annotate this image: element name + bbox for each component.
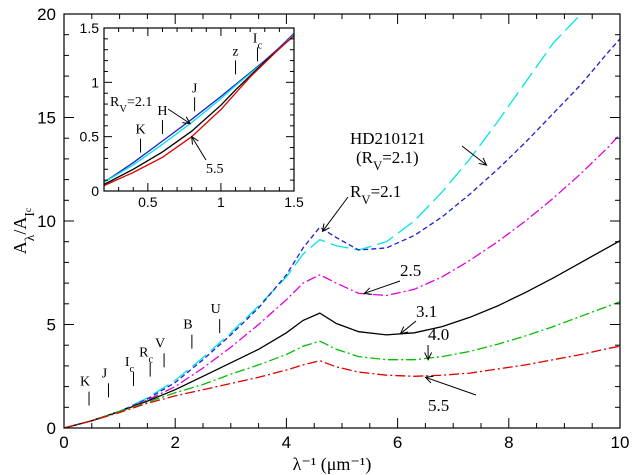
inset-band-label-K: K [135,123,145,138]
inset-x-tick-label: 0.5 [138,194,158,210]
inset-series-line-0 [104,32,294,183]
inset-band-marker-J: J [192,81,198,112]
arrow-rv55 [424,375,477,396]
inset-arrow-rv55 [191,135,207,161]
inset-annot-rv55: 5.5 [206,162,224,177]
band-marker-B: B [183,318,193,349]
inset-y-tick-label: 1.5 [80,20,100,36]
inset-band-marker-Ic: Ic [253,31,263,62]
series-line-4 [64,301,620,428]
annot-rv31: 3.1 [416,302,437,321]
band-label-K: K [80,375,90,390]
band-marker-Rc: Rc [139,346,154,377]
inset-x-tick-label: 1 [217,194,225,210]
x-tick-label: 0 [59,433,68,452]
inset-band-label-J: J [192,81,198,96]
x-tick-label: 6 [393,433,402,452]
y-tick-label: 15 [37,109,56,128]
arrow-rv25 [363,280,401,295]
inset-band-marker-z: z [232,44,239,75]
arrow-rv40 [424,344,433,361]
inset-x-tick-label: 1.5 [284,194,304,210]
band-marker-J: J [102,366,109,398]
y-tick-label: 0 [47,419,56,438]
series-line-3 [64,240,620,428]
band-marker-U: U [211,302,221,334]
y-tick-label: 10 [37,212,56,231]
band-marker-V: V [155,336,165,368]
x-axis-title: λ⁻¹ (μm⁻¹) [293,454,372,475]
band-label-B: B [183,318,192,333]
arrow-rv21 [321,196,349,233]
inset-band-label-Ic: Ic [253,31,263,51]
inset-band-marker-K: K [135,123,146,153]
inset-y-tick-label: 1 [91,74,99,90]
x-tick-label: 8 [504,433,513,452]
band-label-Rc: Rc [139,346,153,366]
series-line-5 [64,345,620,428]
inset-band-label-z: z [232,44,238,59]
arrow-rv31 [399,320,417,335]
inset-y-tick-label: 0 [91,183,99,199]
band-marker-K: K [80,375,90,406]
series-line-2 [64,133,620,428]
band-marker-Ic: Ic [125,355,135,386]
band-label-U: U [211,302,221,317]
annot-rv55: 5.5 [428,396,449,415]
inset-arrow-rv21 [167,108,192,125]
x-tick-label: 10 [611,433,630,452]
y-tick-label: 5 [47,316,56,335]
annot-rv21: RV=2.1 [350,182,401,207]
annot-hd210121-rv: (RV=2.1) [356,148,419,173]
inset-annot-rv21: RV=2.1 [110,95,152,115]
inset-y-tick-label: 0.5 [80,129,100,145]
annot-hd210121-name: HD210121 [350,129,426,148]
inset-axis-frame [103,27,295,192]
band-label-J: J [102,366,108,381]
inset-band-label-H: H [157,104,167,119]
inset-curves [104,32,294,187]
annot-rv25: 2.5 [400,261,421,280]
annot-rv40: 4.0 [428,325,449,344]
band-label-V: V [155,336,165,351]
band-label-Ic: Ic [125,355,135,375]
inset-series-line-3 [104,35,294,187]
y-axis-title: Aλ/AIc [10,207,37,254]
main-curves [64,14,620,428]
x-tick-label: 4 [282,433,291,452]
arrow-hd210121 [461,145,488,166]
series-line-0 [64,14,582,428]
series-line-1 [64,38,620,428]
inset-band-marker-H: H [157,104,168,135]
y-tick-label: 20 [37,5,56,24]
x-tick-label: 2 [170,433,179,452]
inset-plot: 0.5 1 1.5 0 0.5 1 1.5 KH Jz Ic RV=2.1 5.5 [80,20,304,210]
